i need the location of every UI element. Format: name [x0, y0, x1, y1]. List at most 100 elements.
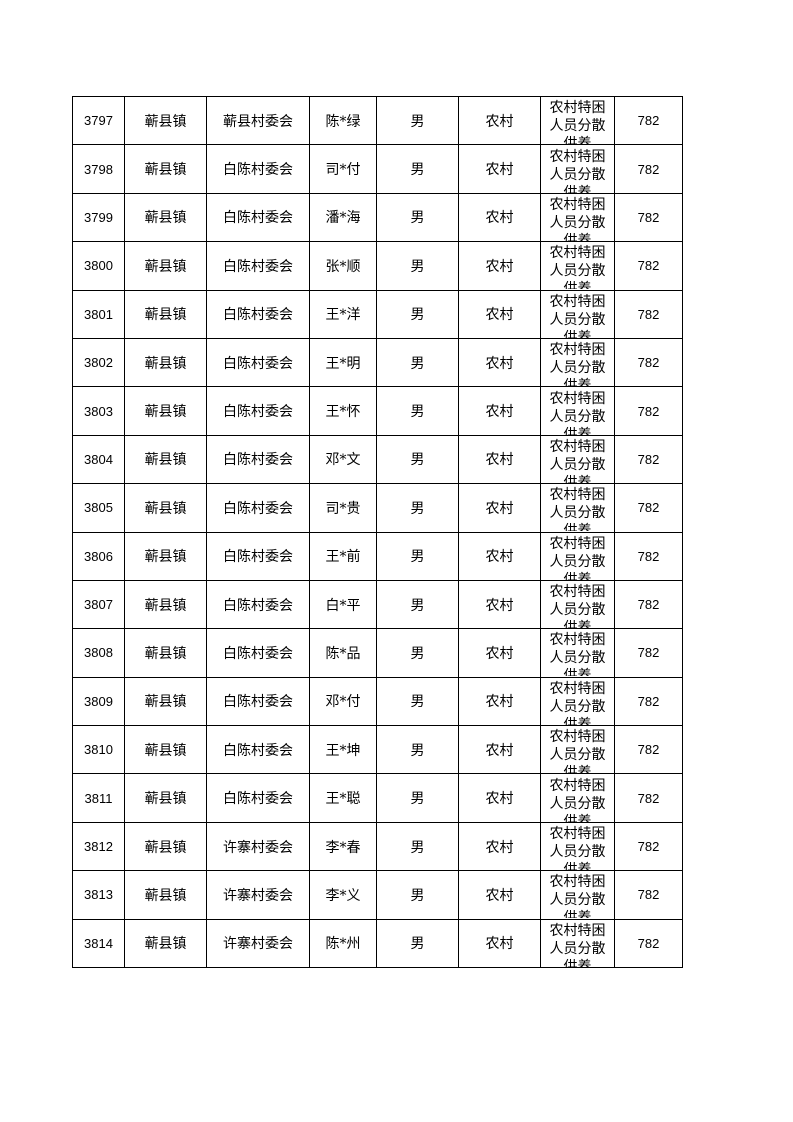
category-cell: 农村特困人员分散供养 [540, 870, 615, 920]
category-cell: 农村特困人员分散供养 [540, 386, 615, 436]
amount-cell: 782 [614, 241, 683, 291]
village-cell: 白陈村委会 [206, 483, 310, 533]
category-cell: 农村特困人员分散供养 [540, 144, 615, 194]
area-cell: 农村 [458, 289, 541, 339]
amount-cell: 782 [614, 531, 683, 581]
village-cell: 白陈村委会 [206, 628, 310, 678]
amount-cell: 782 [614, 773, 683, 823]
town-cell: 蕲县镇 [124, 773, 207, 823]
category-text: 农村特困人员分散供养 [549, 438, 606, 483]
table-row: 3809 蕲县镇 白陈村委会 邓*付男农村 农村特困人员分散供养 782 [72, 676, 683, 727]
village-cell: 白陈村委会 [206, 241, 310, 291]
amount-cell: 782 [614, 725, 683, 775]
gender-cell: 男 [376, 483, 459, 533]
gender-cell: 男 [376, 579, 459, 630]
area-cell: 农村 [458, 192, 541, 243]
table-row: 3810 蕲县镇 白陈村委会 王*坤男农村 农村特困人员分散供养 782 [72, 725, 683, 775]
name-cell: 潘*海 [309, 192, 377, 243]
category-text: 农村特困人员分散供养 [549, 680, 606, 725]
town-cell: 蕲县镇 [124, 144, 207, 194]
amount-cell: 782 [614, 289, 683, 339]
category-cell: 农村特困人员分散供养 [540, 95, 615, 146]
table-row: 3804 蕲县镇 白陈村委会 邓*文男农村 农村特困人员分散供养 782 [72, 434, 683, 485]
amount-cell: 782 [614, 192, 683, 243]
area-cell: 农村 [458, 918, 541, 969]
gender-cell: 男 [376, 725, 459, 775]
village-cell: 白陈村委会 [206, 289, 310, 339]
town-cell: 蕲县镇 [124, 289, 207, 339]
id-cell: 3811 [72, 773, 125, 823]
category-text: 农村特困人员分散供养 [549, 777, 606, 822]
name-cell: 陈*州 [309, 918, 377, 969]
name-cell: 王*前 [309, 531, 377, 581]
village-cell: 白陈村委会 [206, 434, 310, 485]
area-cell: 农村 [458, 821, 541, 872]
table-row: 3798 蕲县镇 白陈村委会 司*付男农村 农村特困人员分散供养 782 [72, 144, 683, 194]
town-cell: 蕲县镇 [124, 821, 207, 872]
category-text: 农村特困人员分散供养 [549, 922, 606, 967]
table-row: 3813 蕲县镇 许寨村委会 李*义男农村 农村特困人员分散供养 782 [72, 870, 683, 920]
gender-cell: 男 [376, 144, 459, 194]
town-cell: 蕲县镇 [124, 628, 207, 678]
village-cell: 白陈村委会 [206, 337, 310, 388]
village-cell: 白陈村委会 [206, 144, 310, 194]
area-cell: 农村 [458, 434, 541, 485]
town-cell: 蕲县镇 [124, 918, 207, 969]
village-cell: 蕲县村委会 [206, 95, 310, 146]
area-cell: 农村 [458, 725, 541, 775]
gender-cell: 男 [376, 821, 459, 872]
amount-cell: 782 [614, 870, 683, 920]
table-row: 3802 蕲县镇 白陈村委会 王*明男农村 农村特困人员分散供养 782 [72, 337, 683, 388]
area-cell: 农村 [458, 531, 541, 581]
village-cell: 许寨村委会 [206, 821, 310, 872]
name-cell: 邓*付 [309, 676, 377, 727]
id-cell: 3801 [72, 289, 125, 339]
amount-cell: 782 [614, 918, 683, 969]
town-cell: 蕲县镇 [124, 531, 207, 581]
town-cell: 蕲县镇 [124, 337, 207, 388]
table-row: 3797 蕲县镇 蕲县村委会 陈*绿男农村 农村特困人员分散供养 782 [72, 95, 683, 146]
area-cell: 农村 [458, 241, 541, 291]
category-cell: 农村特困人员分散供养 [540, 676, 615, 727]
amount-cell: 782 [614, 579, 683, 630]
id-cell: 3799 [72, 192, 125, 243]
town-cell: 蕲县镇 [124, 434, 207, 485]
id-cell: 3803 [72, 386, 125, 436]
gender-cell: 男 [376, 870, 459, 920]
name-cell: 邓*文 [309, 434, 377, 485]
town-cell: 蕲县镇 [124, 241, 207, 291]
town-cell: 蕲县镇 [124, 483, 207, 533]
gender-cell: 男 [376, 289, 459, 339]
amount-cell: 782 [614, 676, 683, 727]
id-cell: 3806 [72, 531, 125, 581]
category-text: 农村特困人员分散供养 [549, 826, 606, 871]
id-cell: 3812 [72, 821, 125, 872]
id-cell: 3809 [72, 676, 125, 727]
records-table: 3797 蕲县镇 蕲县村委会 陈*绿男农村 农村特困人员分散供养 782 3798 蕲县镇 白陈… [72, 95, 683, 969]
name-cell: 陈*绿 [309, 95, 377, 146]
town-cell: 蕲县镇 [124, 192, 207, 243]
category-text: 农村特困人员分散供养 [549, 487, 606, 532]
id-cell: 3800 [72, 241, 125, 291]
town-cell: 蕲县镇 [124, 95, 207, 146]
area-cell: 农村 [458, 144, 541, 194]
table-row: 3803 蕲县镇 白陈村委会 王*怀男农村 农村特困人员分散供养 782 [72, 386, 683, 436]
table-row: 3814 蕲县镇 许寨村委会 陈*州男农村 农村特困人员分散供养 782 [72, 918, 683, 969]
town-cell: 蕲县镇 [124, 676, 207, 727]
gender-cell: 男 [376, 628, 459, 678]
category-cell: 农村特困人员分散供养 [540, 628, 615, 678]
category-cell: 农村特困人员分散供养 [540, 531, 615, 581]
gender-cell: 男 [376, 434, 459, 485]
table-row: 3799 蕲县镇 白陈村委会 潘*海男农村 农村特困人员分散供养 782 [72, 192, 683, 243]
id-cell: 3808 [72, 628, 125, 678]
category-cell: 农村特困人员分散供养 [540, 918, 615, 969]
area-cell: 农村 [458, 337, 541, 388]
name-cell: 王*坤 [309, 725, 377, 775]
name-cell: 王*聪 [309, 773, 377, 823]
category-text: 农村特困人员分散供养 [549, 874, 606, 919]
town-cell: 蕲县镇 [124, 579, 207, 630]
area-cell: 农村 [458, 676, 541, 727]
category-text: 农村特困人员分散供养 [549, 148, 606, 193]
name-cell: 白*平 [309, 579, 377, 630]
amount-cell: 782 [614, 483, 683, 533]
